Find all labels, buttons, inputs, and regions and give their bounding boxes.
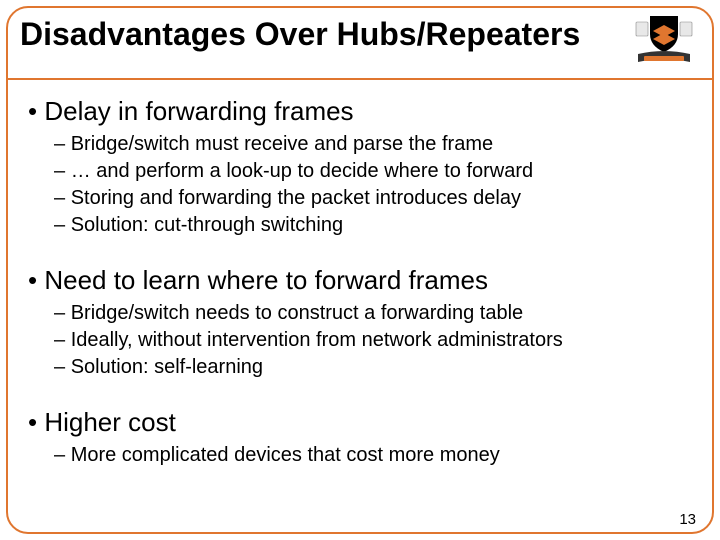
princeton-shield-logo <box>628 12 700 68</box>
bullet-1: • Delay in forwarding frames <box>28 96 700 127</box>
title-divider <box>8 78 712 80</box>
bullet-3-sub-1: – More complicated devices that cost mor… <box>54 442 700 469</box>
bullet-1-sub-1: – Bridge/switch must receive and parse t… <box>54 131 700 158</box>
bullet-3: • Higher cost <box>28 407 700 438</box>
bullet-3-text: Higher cost <box>44 407 176 437</box>
page-number: 13 <box>679 511 696 528</box>
bullet-1-sub-4: – Solution: cut-through switching <box>54 212 700 239</box>
bullet-2: • Need to learn where to forward frames <box>28 265 700 296</box>
bullet-2-sub-2: – Ideally, without intervention from net… <box>54 327 700 354</box>
bullet-1-sub-2: – … and perform a look-up to decide wher… <box>54 158 700 185</box>
bullet-1-sub-3: – Storing and forwarding the packet intr… <box>54 185 700 212</box>
slide-title: Disadvantages Over Hubs/Repeaters <box>20 16 580 53</box>
slide-content: • Delay in forwarding frames – Bridge/sw… <box>28 96 700 469</box>
bullet-2-sub-3: – Solution: self-learning <box>54 354 700 381</box>
bullet-2-text: Need to learn where to forward frames <box>44 265 488 295</box>
bullet-2-sub-1: – Bridge/switch needs to construct a for… <box>54 300 700 327</box>
bullet-1-text: Delay in forwarding frames <box>44 96 353 126</box>
